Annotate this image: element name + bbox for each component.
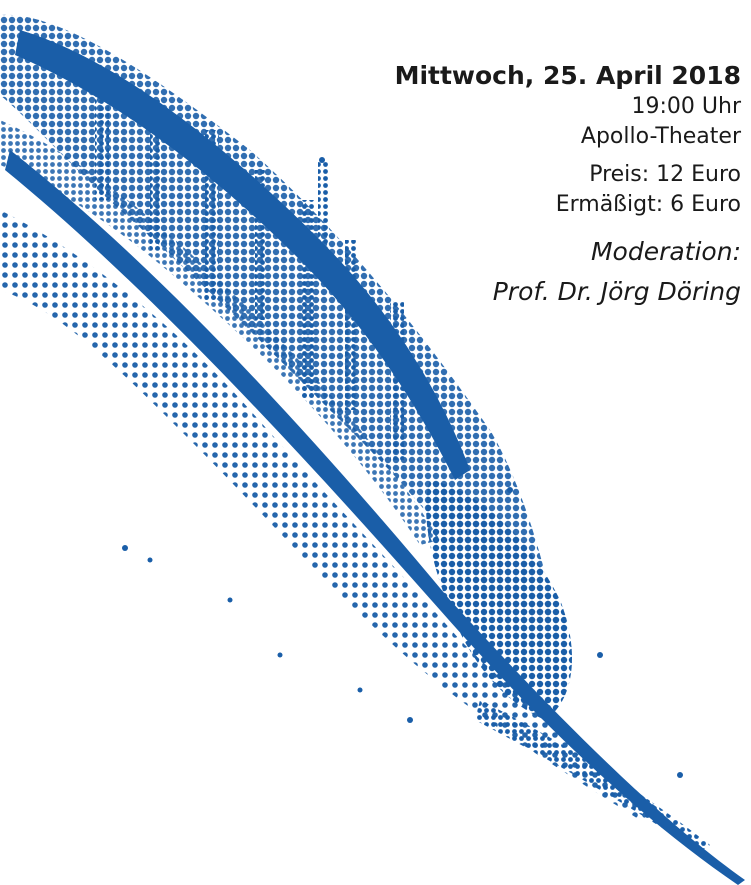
feather-spine-band (15, 30, 470, 480)
feather-lower-cluster (426, 480, 572, 720)
event-price: Preis: 12 Euro (589, 162, 741, 187)
feather-vane-bottom (0, 210, 660, 820)
event-venue: Apollo-Theater (580, 124, 741, 149)
feather-specks (122, 157, 683, 778)
event-price-reduced: Ermäßigt: 6 Euro (555, 192, 741, 217)
event-info: Mittwoch, 25. April 2018 19:00 Uhr Apoll… (395, 60, 741, 312)
moderation-label: Moderation: (590, 237, 741, 266)
moderator-name: Prof. Dr. Jörg Döring (492, 277, 741, 306)
feather-barbs (95, 80, 404, 460)
feather-vane-mid (0, 120, 440, 545)
feather-vane-top (0, 14, 560, 651)
event-date: Mittwoch, 25. April 2018 (394, 61, 741, 90)
feather-shaft (5, 150, 745, 885)
feather-tip (475, 700, 710, 852)
event-time: 19:00 Uhr (631, 94, 741, 119)
